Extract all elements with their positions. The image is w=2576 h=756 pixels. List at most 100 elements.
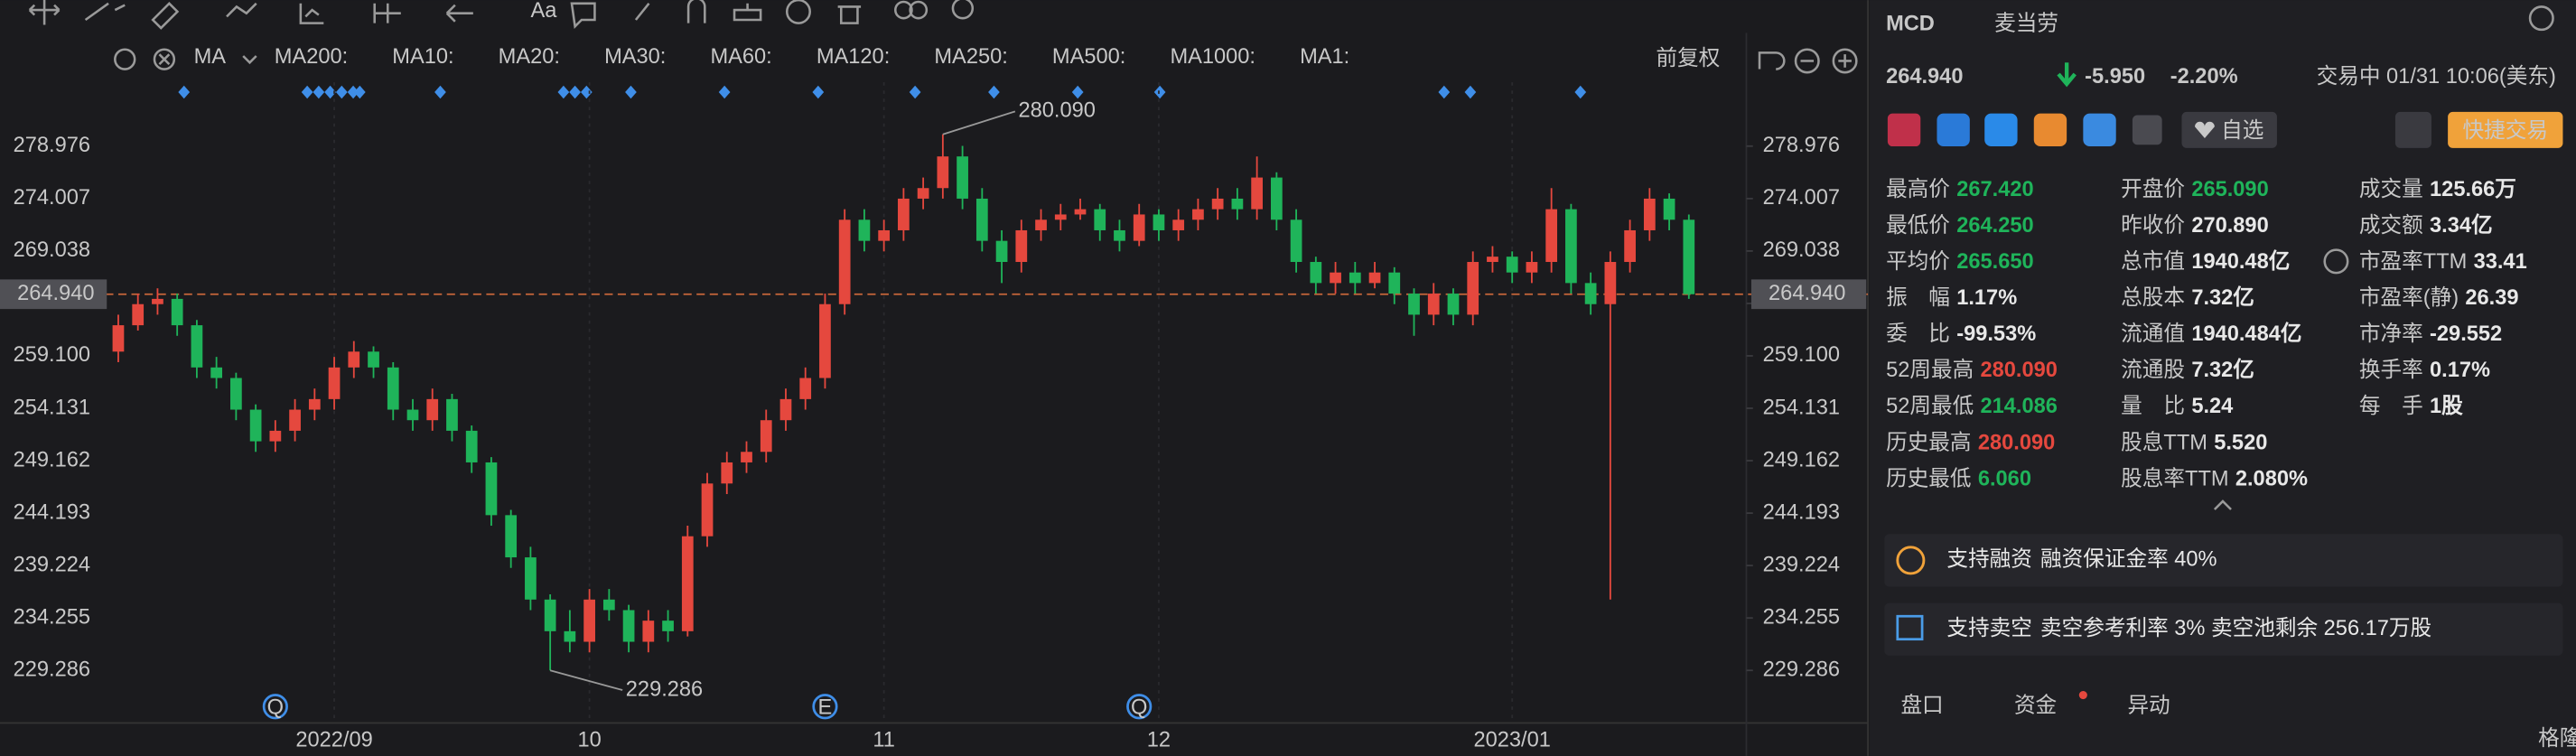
trade-label[interactable]: 快捷交易	[2463, 118, 2549, 143]
indicator-label[interactable]: MA500:	[1052, 45, 1125, 69]
trade-button[interactable]	[2448, 111, 2563, 148]
line-tool[interactable]	[84, 2, 126, 22]
indicator-main[interactable]: MA	[194, 45, 227, 69]
text-tool[interactable]: Aa	[530, 0, 557, 23]
zoom-in[interactable]	[1832, 48, 1858, 74]
indicator-settings[interactable]	[114, 48, 136, 70]
dollar-icon[interactable]	[1984, 113, 2018, 147]
indicator-close[interactable]	[158, 53, 171, 65]
lock-tool[interactable]	[733, 3, 762, 22]
hide-tool[interactable]	[785, 0, 811, 24]
adjust-toggle[interactable]: 前复权	[1656, 46, 1720, 70]
down-arrow	[2057, 62, 2077, 88]
note-tool[interactable]	[570, 2, 596, 29]
tab[interactable]: 资金	[2014, 694, 2057, 718]
stat-item: 总股本 7.32亿	[2121, 285, 2254, 310]
candle-body	[799, 378, 812, 399]
candle-body	[838, 219, 851, 304]
event-marker	[434, 85, 446, 99]
indicator-label[interactable]: MA10:	[392, 45, 453, 69]
candle-body	[602, 599, 615, 611]
candle-body	[760, 420, 772, 453]
stat-label: 平均价	[1886, 249, 1950, 274]
indicator-label[interactable]: MA1000:	[1170, 45, 1255, 69]
candle-body	[1408, 294, 1420, 315]
zoom-out[interactable]	[1794, 48, 1820, 74]
candle-body	[505, 515, 518, 558]
settings-tool[interactable]	[951, 0, 975, 20]
candle-body	[858, 219, 871, 241]
y-tick-label: 249.162	[1763, 448, 1840, 471]
heart-icon	[2195, 121, 2215, 138]
event-icon[interactable]	[262, 694, 288, 720]
event-icon[interactable]	[1126, 694, 1153, 720]
watch-button[interactable]	[2181, 111, 2277, 148]
tab[interactable]: 异动	[2127, 694, 2170, 718]
stat-value: 1.17%	[1956, 286, 2017, 310]
stat-label: 市盈率TTM	[2359, 249, 2467, 274]
alert-button[interactable]	[2394, 111, 2431, 148]
flag-icon[interactable]	[1887, 113, 1921, 147]
indicator-close[interactable]	[153, 48, 176, 70]
candle-body	[269, 430, 282, 442]
candle-body	[975, 198, 988, 241]
indicator-label[interactable]: MA1:	[1300, 45, 1349, 69]
compare-tool[interactable]	[909, 0, 929, 20]
event-marker	[353, 85, 366, 99]
measure-tool[interactable]	[373, 3, 401, 23]
chart-tool[interactable]	[299, 3, 324, 24]
stat-label: 总市值	[2121, 249, 2185, 274]
candle-body	[642, 621, 655, 642]
event-label[interactable]: Q	[267, 695, 284, 719]
magnet-tool[interactable]	[686, 0, 706, 23]
pen-tool[interactable]	[151, 1, 180, 30]
stat-item: 换手率 0.17%	[2359, 358, 2490, 382]
indicator-label[interactable]: MA200:	[275, 45, 348, 69]
watch-label[interactable]: 自选	[2221, 118, 2263, 143]
stat-item: 每 手 1股	[2359, 394, 2463, 418]
undo-tool[interactable]	[445, 4, 473, 23]
panel-settings[interactable]	[2528, 5, 2554, 32]
note-icon[interactable]	[2132, 115, 2162, 145]
y-tick-label: 229.286	[1763, 658, 1840, 681]
move-tool[interactable]	[28, 0, 61, 25]
wave-tool[interactable]	[226, 2, 257, 18]
y-tick-label: 269.038	[1763, 238, 1840, 262]
y-tick-label: 278.976	[1763, 134, 1840, 157]
candle-body	[387, 367, 399, 410]
event-label[interactable]: Q	[1131, 695, 1147, 719]
delete-tool[interactable]	[837, 5, 862, 24]
compare-tool[interactable]	[894, 0, 913, 20]
lightning-icon[interactable]	[1937, 113, 1970, 147]
reset-button[interactable]	[1758, 51, 1786, 70]
eraser-tool[interactable]	[634, 3, 650, 21]
trade-status: 交易中 01/31 10:06(美东)	[2317, 64, 2556, 89]
toolbar[interactable]: Aa	[28, 0, 975, 30]
indicator-label[interactable]: MA250:	[934, 45, 1007, 69]
event-marker	[909, 85, 921, 99]
y-tick-label: 229.286	[14, 658, 90, 681]
indicator-label[interactable]: MA120:	[817, 45, 890, 69]
stat-value: 2.080%	[2235, 468, 2308, 491]
indicator-dropdown[interactable]	[242, 55, 257, 65]
tag-icon[interactable]	[2083, 113, 2116, 147]
candle-body	[1349, 272, 1361, 284]
tab[interactable]: 盘口	[1900, 694, 1943, 718]
indicator-label[interactable]: MA60:	[710, 45, 771, 69]
indicator-label[interactable]: MA30:	[604, 45, 666, 69]
event-label[interactable]: E	[818, 695, 833, 719]
feature-icons[interactable]	[1887, 113, 2162, 147]
event-icon[interactable]	[812, 694, 838, 720]
stat-label: 量 比	[2121, 394, 2185, 418]
stat-value: 265.650	[1956, 250, 2033, 274]
more-button[interactable]	[2323, 248, 2349, 275]
stat-value: -99.53%	[1956, 322, 2036, 346]
candle-body	[1427, 294, 1440, 315]
short-icon[interactable]	[2033, 113, 2067, 147]
candle-body	[171, 298, 183, 326]
stat-value: 6.060	[1978, 468, 2031, 491]
zoom-in[interactable]	[1838, 54, 1852, 68]
collapse-button[interactable]	[2213, 499, 2232, 510]
indicator-label[interactable]: MA20:	[499, 45, 560, 69]
